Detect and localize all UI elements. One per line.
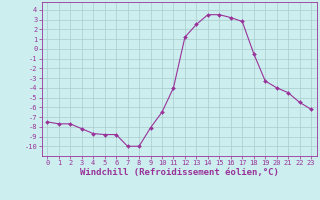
X-axis label: Windchill (Refroidissement éolien,°C): Windchill (Refroidissement éolien,°C) <box>80 168 279 177</box>
